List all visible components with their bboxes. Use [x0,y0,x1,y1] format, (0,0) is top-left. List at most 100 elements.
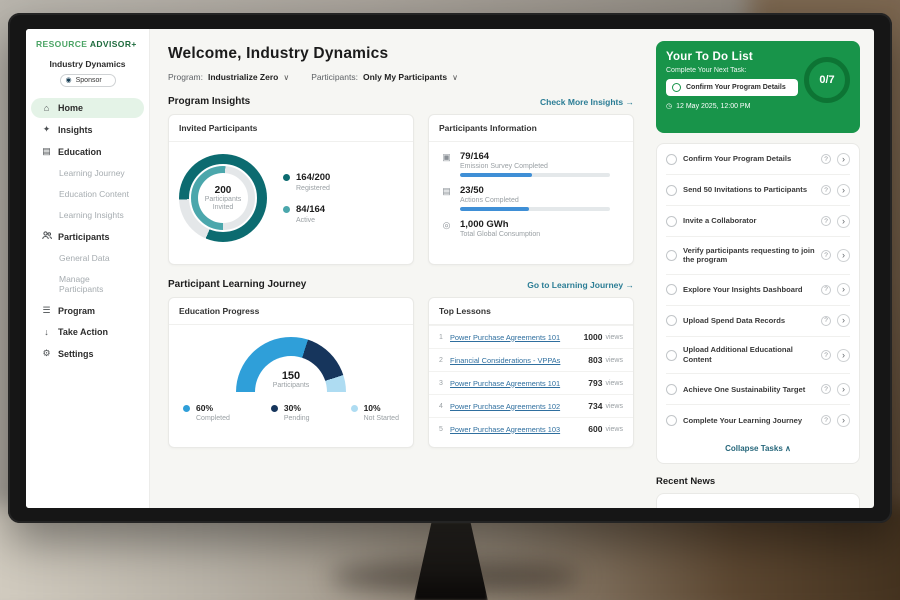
sidebar-item-insights[interactable]: ✦ Insights [31,119,144,140]
pending-value: 30% [283,403,301,413]
todo-list-card: Confirm Your Program Details ? › Send 50… [656,143,860,465]
task-row-achieve-target[interactable]: Achieve One Sustainability Target ? › [666,374,850,406]
sponsor-badge: ◉ Sponsor [59,74,116,87]
task-checkbox[interactable] [666,383,677,395]
next-task-chip[interactable]: Confirm Your Program Details [666,79,798,96]
task-row-upload-educational-content[interactable]: Upload Additional Educational Content ? … [666,337,850,375]
active-label: Active [296,217,316,224]
lesson-row: 5 Power Purchase Agreements 103 600 view… [429,417,633,440]
participants-information-title: Participants Information [429,115,633,142]
lesson-views-unit: views [605,402,623,410]
active-value: 84/164 [296,204,326,215]
invited-legend: 164/200 Registered 84/164 Active [283,172,330,224]
lesson-row: 4 Power Purchase Agreements 102 734 view… [429,394,633,417]
task-checkbox[interactable] [666,349,677,361]
help-icon[interactable]: ? [821,384,831,395]
stat-label: Emission Survey Completed [460,163,548,170]
task-row-send-invitations[interactable]: Send 50 Invitations to Participants ? › [666,175,850,206]
participants-filter[interactable]: Participants: Only My Participants ∨ [311,72,458,82]
todo-title: Your To Do List [666,51,753,63]
participants-information-card: Participants Information ▣ 79/164 Emissi… [428,114,634,265]
sidebar-item-label: Insights [58,124,93,135]
help-icon[interactable]: ? [821,216,831,226]
sidebar-item-settings[interactable]: ⚙ Settings [31,343,144,364]
chevron-right-icon[interactable]: › [837,283,850,297]
program-insights-title: Program Insights [168,96,251,107]
help-icon[interactable]: ? [821,250,831,261]
sidebar-item-home[interactable]: ⌂ Home [31,98,144,118]
lesson-link[interactable]: Power Purchase Agreements 101 [450,378,561,388]
sidebar-item-program[interactable]: ☰ Program [31,300,144,321]
help-icon[interactable]: ? [821,154,831,164]
lesson-link[interactable]: Power Purchase Agreements 103 [450,424,561,434]
task-row-verify-participants[interactable]: Verify participants requesting to join t… [666,237,850,275]
task-row-invite-collaborator[interactable]: Invite a Collaborator ? › [666,206,850,237]
next-task-time: ◷ 12 May 2025, 12:00 PM [666,102,850,111]
task-row-upload-spend-data[interactable]: Upload Spend Data Records ? › [666,306,850,337]
sidebar-item-education-content[interactable]: Education Content [31,184,144,204]
chevron-right-icon[interactable]: › [837,183,850,197]
chevron-right-icon[interactable]: › [837,382,850,396]
lesson-link[interactable]: Power Purchase Agreements 102 [450,401,561,411]
task-label: Complete Your Learning Journey [683,415,803,425]
task-checkbox[interactable] [666,284,677,296]
task-checkbox[interactable] [666,414,677,426]
chevron-right-icon[interactable]: › [837,248,850,262]
lesson-link[interactable]: Financial Considerations - VPPAs [450,355,561,365]
go-to-learning-journey-link[interactable]: Go to Learning Journey → [527,279,634,290]
lesson-rank: 3 [439,379,443,387]
chevron-right-icon[interactable]: › [837,152,850,166]
stat-progress-fill [460,173,533,177]
check-more-insights-link[interactable]: Check More Insights → [539,96,634,107]
help-icon[interactable]: ? [821,415,831,426]
help-icon[interactable]: ? [821,185,831,195]
task-checkbox[interactable] [666,249,677,261]
task-row-complete-learning-journey[interactable]: Complete Your Learning Journey ? › [666,405,850,435]
next-task-checkbox[interactable] [672,83,681,92]
sidebar-item-general-data[interactable]: General Data [31,248,144,268]
sidebar-item-participants[interactable]: Participants [31,226,144,247]
lesson-link[interactable]: Power Purchase Agreements 101 [450,332,561,342]
chevron-right-icon[interactable]: › [837,348,850,362]
task-row-confirm-program[interactable]: Confirm Your Program Details ? › [666,144,850,175]
sidebar-item-take-action[interactable]: ↓ Take Action [31,322,144,342]
help-icon[interactable]: ? [821,284,831,295]
task-checkbox[interactable] [666,215,677,227]
chevron-right-icon[interactable]: › [837,314,850,328]
invited-donut-body: 200 Participants Invited 164/200 Register… [169,142,413,254]
task-checkbox[interactable] [666,153,677,165]
not-started-value: 10% [363,403,381,413]
help-icon[interactable]: ? [821,315,831,326]
task-label: Confirm Your Program Details [683,154,792,164]
program-filter-label: Program: [168,72,203,82]
lesson-rank: 5 [439,425,443,433]
help-icon[interactable]: ? [821,350,831,361]
lesson-row: 2 Financial Considerations - VPPAs 803 v… [429,348,633,371]
take-action-icon: ↓ [44,327,49,337]
task-row-explore-insights[interactable]: Explore Your Insights Dashboard ? › [666,275,850,306]
gauge-center-value: 150 [281,370,301,382]
stat-value: 1,000 GWh [460,219,509,230]
task-checkbox[interactable] [666,315,677,327]
sponsor-icon: ◉ [65,77,72,84]
next-task-time-text: 12 May 2025, 12:00 PM [676,102,751,110]
task-label: Verify participants requesting to join t… [683,245,815,265]
chevron-down-icon: ∨ [452,72,458,82]
program-filter[interactable]: Program: Industrialize Zero ∨ [168,72,289,82]
invited-participants-donut-chart: 200 Participants Invited [179,154,267,242]
task-checkbox[interactable] [666,184,677,196]
sidebar-item-learning-journey[interactable]: Learning Journey [31,163,144,183]
education-icon: ▤ [42,146,51,156]
sidebar-item-learning-insights[interactable]: Learning Insights [31,205,144,225]
sidebar-item-manage-participants[interactable]: Manage Participants [31,269,144,299]
stat-progress-fill [460,207,529,211]
sidebar-item-education[interactable]: ▤ Education [31,141,144,162]
chevron-right-icon[interactable]: › [837,214,850,228]
stat-value: 23/50 [460,185,484,196]
collapse-tasks-link[interactable]: Collapse Tasks ∧ [725,444,791,454]
pending-label: Pending [283,415,310,422]
chevron-right-icon[interactable]: › [837,413,850,427]
lesson-views: 1000 [583,332,603,342]
sidebar-item-label: Settings [58,348,94,359]
